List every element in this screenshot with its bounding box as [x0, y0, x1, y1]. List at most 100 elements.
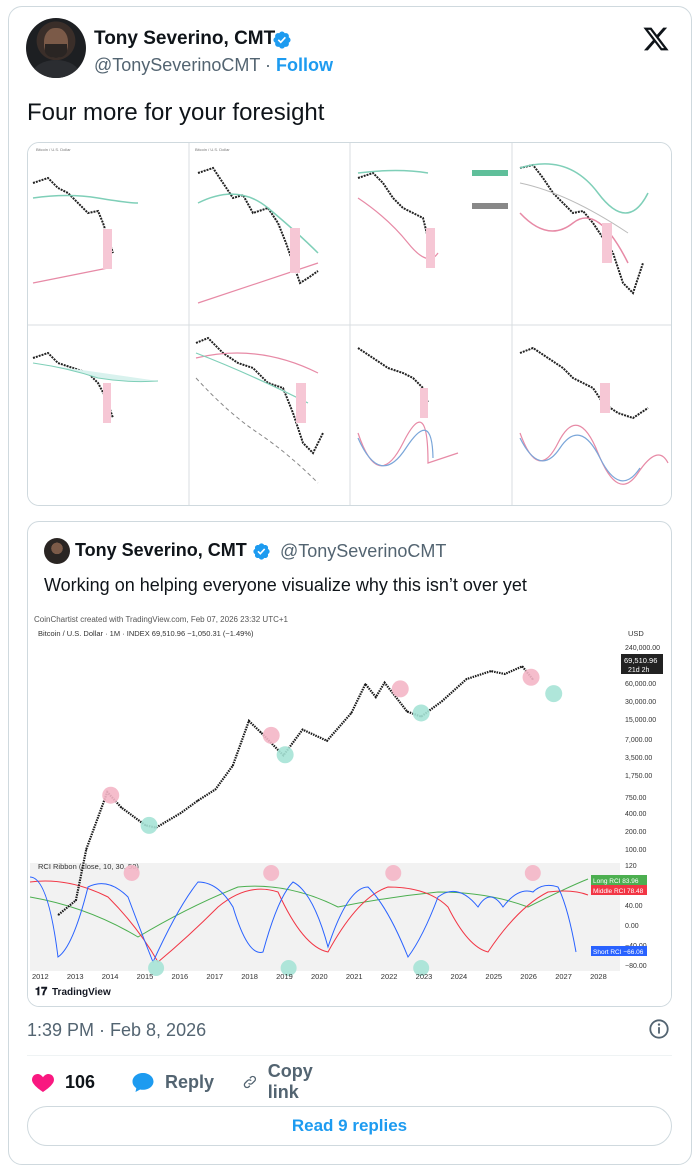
chart-thumbnails-image: Bitcoin / U.S. Dollar Bitcoin / U.S. Dol…	[28, 143, 671, 505]
price-tick-label: 100.00	[625, 847, 647, 854]
rci-middle-line	[29, 880, 589, 963]
price-tick-label: 15,000.00	[625, 717, 656, 724]
price-point	[465, 678, 468, 680]
copy-link-button[interactable]: Copy link	[242, 1061, 321, 1102]
follow-button[interactable]: Follow	[276, 55, 334, 75]
price-point	[179, 812, 182, 815]
x-tick-label: 2019	[276, 972, 293, 981]
rci-tick-label: 0.00	[625, 923, 639, 930]
price-point	[232, 764, 234, 767]
price-point	[259, 731, 262, 734]
x-tick-label: 2012	[32, 972, 49, 981]
chart-symbol-line: Bitcoin / U.S. Dollar · 1M · INDEX 69,51…	[38, 629, 254, 638]
thumb-panel-3	[357, 169, 439, 268]
rci-pink-marker	[123, 865, 140, 881]
rci-markers	[123, 865, 541, 976]
x-tick-label: 2026	[520, 972, 537, 981]
speech-bubble-icon	[132, 1073, 154, 1092]
author-handle-row: @TonySeverinoCMT · Follow	[94, 55, 333, 76]
avatar-beard	[45, 44, 67, 58]
reply-label: Reply	[165, 1071, 215, 1092]
thumb-panel-6	[195, 336, 324, 484]
thumb-panel-7	[357, 347, 459, 467]
x-logo-icon[interactable]	[641, 25, 671, 53]
read-replies-button[interactable]: Read 9 replies	[27, 1106, 672, 1146]
quoted-author-name[interactable]: Tony Severino, CMT	[75, 540, 247, 560]
teal-marker	[276, 746, 294, 764]
rci-pink-marker	[524, 865, 541, 881]
thumb-panel-4	[472, 163, 649, 295]
x-tick-label: 2016	[172, 972, 189, 981]
price-tick-label: 200.00	[625, 829, 647, 836]
quoted-author-handle[interactable]: @TonySeverinoCMT	[280, 541, 447, 561]
price-point	[301, 728, 304, 731]
info-icon[interactable]	[648, 1018, 670, 1040]
tweet-timestamp[interactable]: 1:39 PM · Feb 8, 2026	[27, 1020, 207, 1040]
rci-label-bg	[591, 885, 647, 895]
price-chart: CoinChartist created with TradingView.co…	[28, 607, 671, 1006]
price-point	[214, 788, 217, 791]
price-point	[364, 683, 367, 685]
price-point	[350, 712, 353, 714]
price-tick-label: 7,000.00	[625, 737, 652, 744]
price-point	[406, 710, 409, 713]
tradingview-text: TradingView	[52, 987, 111, 998]
price-tick-label: 240,000.00	[625, 645, 660, 652]
price-point	[85, 848, 88, 851]
author-avatar[interactable]	[26, 18, 86, 78]
thumb-panel-1: Bitcoin / U.S. Dollar	[32, 147, 139, 284]
rci-label-text: Long RCI 83.96	[593, 878, 639, 885]
price-point	[75, 899, 77, 902]
thumb-panel-8	[519, 346, 669, 485]
author-name[interactable]: Tony Severino, CMT	[94, 28, 276, 49]
svg-text:𝟏𝟕: 𝟏𝟕	[35, 986, 48, 998]
pink-marker	[262, 726, 280, 744]
verified-badge-icon	[273, 31, 291, 49]
price-tick-label: 1,750.00	[625, 773, 652, 780]
rci-teal-marker	[148, 960, 165, 976]
x-tick-label: 2027	[555, 972, 572, 981]
price-point	[326, 739, 328, 742]
rci-tick-label: 120	[625, 863, 637, 870]
price-markers	[102, 668, 563, 834]
pink-marker	[391, 680, 409, 698]
x-tick-label: 2020	[311, 972, 328, 981]
divider	[27, 1055, 672, 1056]
pink-marker	[102, 786, 120, 804]
rci-teal-marker	[413, 960, 430, 976]
price-point	[120, 806, 123, 809]
x-tick-label: 2021	[346, 972, 363, 981]
rci-tick-label: 40.00	[625, 903, 643, 910]
chart-header: CoinChartist created with TradingView.co…	[34, 615, 289, 624]
rci-label-bg	[591, 946, 647, 956]
quoted-tweet[interactable]: Tony Severino, CMT @TonySeverinoCMT Work…	[27, 521, 672, 1007]
heart-icon	[31, 1074, 55, 1092]
rci-teal-marker	[280, 960, 297, 976]
price-point	[197, 799, 199, 802]
price-tag-value: 69,510.96	[624, 656, 657, 665]
thumb-panel-2: Bitcoin / U.S. Dollar	[195, 147, 319, 304]
price-tag-countdown: 21d 2h	[628, 667, 650, 674]
quoted-author-avatar[interactable]	[44, 538, 70, 564]
media-grid[interactable]: Bitcoin / U.S. Dollar Bitcoin / U.S. Dol…	[27, 142, 672, 506]
rci-panel-bg	[30, 863, 620, 971]
rci-pink-marker	[263, 865, 280, 881]
price-tag: 69,510.96 21d 2h	[621, 654, 663, 674]
verified-badge-icon	[253, 543, 270, 560]
price-point	[490, 670, 492, 672]
like-count: 106	[65, 1071, 96, 1092]
like-button[interactable]: 106	[31, 1068, 95, 1096]
price-tick-label: 3,500.00	[625, 755, 652, 762]
teal-marker	[140, 816, 158, 834]
x-axis: 2012 2013 2014 2015 2016 2017 2018 2019 2020 2021…	[32, 972, 607, 981]
tweet-text: Four more for your foresight	[27, 99, 325, 126]
price-point	[383, 681, 386, 684]
price-point	[441, 700, 443, 702]
teal-marker	[545, 685, 563, 703]
quoted-tweet-text: Working on helping everyone visualize wh…	[44, 575, 527, 595]
author-handle[interactable]: @TonySeverinoCMT	[94, 55, 260, 75]
reply-button[interactable]: Reply	[131, 1068, 214, 1096]
x-tick-label: 2015	[137, 972, 154, 981]
x-tick-label: 2025	[485, 972, 502, 981]
price-point	[248, 720, 250, 722]
